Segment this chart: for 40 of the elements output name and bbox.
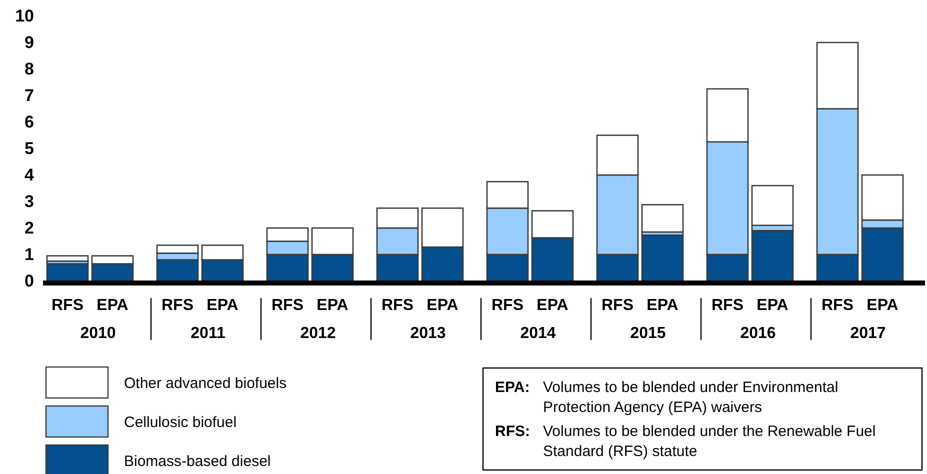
x-tick-label: RFS <box>602 297 634 314</box>
x-tick-label: RFS <box>492 297 524 314</box>
x-tick-label: RFS <box>162 297 194 314</box>
text: 2010 <box>80 325 116 342</box>
x-tick-label: RFS <box>52 297 84 314</box>
y-tick-label: 9 <box>24 32 34 52</box>
legend-label: Cellulosic biofuel <box>124 414 237 431</box>
x-tick-label: EPA <box>96 297 129 314</box>
y-tick-label: 5 <box>24 138 34 158</box>
x-tick-label: RFS <box>272 297 304 314</box>
x-tick-label: EPA <box>756 297 789 314</box>
text: 2015 <box>630 325 666 342</box>
text: 2014 <box>520 325 556 342</box>
x-tick-label: EPA <box>536 297 569 314</box>
y-tick-label: 0 <box>24 271 34 290</box>
x-tick-label: RFS <box>382 297 414 314</box>
y-tick-label: 7 <box>24 86 34 105</box>
legend-label: Biomass-based diesel <box>124 453 271 470</box>
y-tick-label: 1 <box>24 244 34 264</box>
x-tick-label: EPA <box>426 297 459 314</box>
x-tick-label: EPA <box>316 297 349 314</box>
text: 2011 <box>190 325 226 342</box>
x-tick-label: EPA <box>646 297 679 314</box>
text: 2017 <box>850 325 886 342</box>
x-tick-label: EPA <box>866 297 899 314</box>
text: 2012 <box>300 325 336 342</box>
text: 2013 <box>410 325 446 342</box>
y-tick-label: 6 <box>24 112 34 132</box>
text: EPA: Volumes to be blended under Environmental Protection Agency (EPA) waivers <box>495 379 838 416</box>
y-tick-label: 4 <box>24 165 35 184</box>
x-tick-label: RFS <box>712 297 744 314</box>
legend-label: Other advanced biofuels <box>124 375 287 392</box>
text: RFS: Volumes to be blended under the Renewable Fuel Standard (RFS) statute <box>495 423 876 460</box>
y-tick-label: 10 <box>15 6 34 26</box>
y-tick-label: 8 <box>24 59 34 78</box>
y-tick-label: 2 <box>24 218 34 238</box>
y-tick-label: 3 <box>24 192 34 211</box>
x-tick-label: RFS <box>822 297 854 314</box>
x-tick-label: EPA <box>206 297 239 314</box>
text: 2016 <box>740 325 776 342</box>
